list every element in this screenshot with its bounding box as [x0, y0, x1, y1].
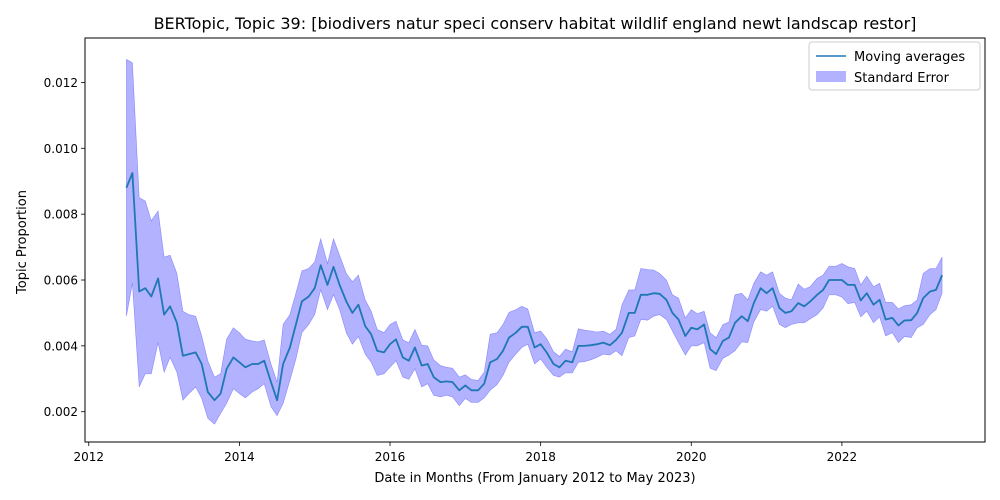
- legend-frame: [808, 41, 981, 91]
- chart-title: BERTopic, Topic 39: [biodivers natur spe…: [154, 14, 917, 33]
- plot-area: [125, 58, 943, 425]
- x-tick-label: 2020: [676, 450, 707, 464]
- y-axis-label: Topic Proportion: [15, 190, 30, 295]
- y-tick-label: 0.008: [44, 208, 78, 222]
- legend-band-swatch: [816, 71, 846, 82]
- y-tick-label: 0.012: [44, 76, 78, 90]
- y-tick-label: 0.010: [44, 142, 78, 156]
- y-axis-ticks: 0.002 0.004 0.006 0.008 0.010 0.012: [44, 76, 85, 419]
- x-axis-ticks: 2012 2014 2016 2018 2020 2022: [73, 442, 857, 464]
- x-axis-label: Date in Months (From January 2012 to May…: [374, 471, 695, 486]
- legend: Moving averages Standard Error: [808, 41, 981, 91]
- axes-frame: [84, 37, 986, 443]
- x-tick-label: 2012: [73, 450, 104, 464]
- y-tick-label: 0.004: [44, 339, 78, 353]
- y-tick-label: 0.006: [44, 274, 78, 288]
- x-tick-label: 2016: [375, 450, 406, 464]
- standard-error-band: [126, 58, 943, 425]
- legend-label-moving-averages: Moving averages: [854, 50, 965, 65]
- x-tick-label: 2014: [224, 450, 255, 464]
- legend-label-standard-error: Standard Error: [854, 71, 950, 86]
- y-tick-label: 0.002: [44, 405, 78, 419]
- x-tick-label: 2018: [525, 450, 556, 464]
- x-tick-label: 2022: [827, 450, 858, 464]
- moving-average-line: [125, 172, 943, 402]
